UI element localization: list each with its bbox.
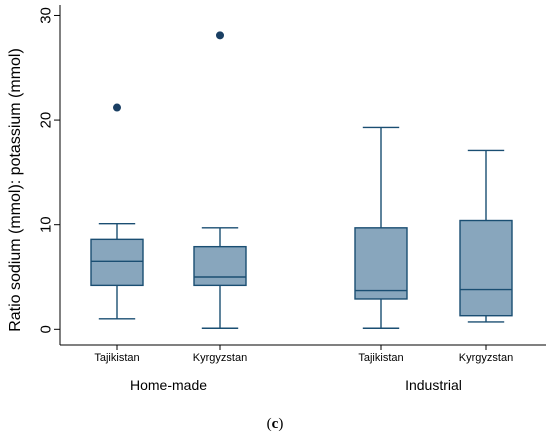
category-label: Kyrgyzstan [193, 352, 247, 364]
outlier-point [216, 31, 224, 40]
iqr-box [354, 227, 408, 300]
box-plot-chart: 0 10 20 30 Tajikistan Kyrgyzstan Tajikistan Ky… [7, 5, 546, 393]
y-tick-label: 20 [38, 112, 55, 129]
category-label: Tajikistan [94, 352, 139, 364]
group-label: Home-made [130, 377, 207, 393]
figure-caption: (c) [266, 416, 284, 432]
y-tick-label: 0 [38, 325, 55, 333]
category-label: Tajikistan [358, 352, 403, 364]
box-home-madetajikistan [90, 103, 144, 320]
caption-letter: c [271, 416, 279, 432]
iqr-box [90, 238, 144, 287]
iqr-box [193, 245, 247, 287]
y-tick-label: 30 [38, 7, 55, 24]
outlier-point [113, 103, 121, 112]
iqr-box [459, 219, 513, 317]
x-axis: Tajikistan Kyrgyzstan Tajikistan Kyrgyzstan… [60, 344, 546, 393]
box-industrialtajikistan [354, 126, 408, 329]
y-axis-label: Ratio sodium (mmol): potassium (mmol) [7, 48, 24, 332]
box-series [90, 31, 513, 329]
box-home-madekyrgyzstan [193, 31, 247, 329]
y-tick-label: 10 [38, 216, 55, 233]
y-axis: 0 10 20 30 [38, 5, 61, 345]
category-label: Kyrgyzstan [459, 352, 513, 364]
box-industrialkyrgyzstan [459, 149, 513, 323]
group-label: Industrial [405, 377, 462, 393]
